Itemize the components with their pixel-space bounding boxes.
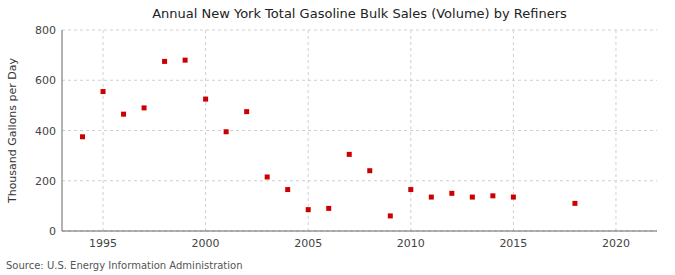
point xyxy=(408,187,413,192)
point xyxy=(449,191,454,196)
y-grid-line xyxy=(62,30,657,31)
point xyxy=(203,97,208,102)
x-grid-line xyxy=(103,30,104,231)
point xyxy=(183,58,188,63)
point xyxy=(429,195,434,200)
y-axis-line xyxy=(62,30,63,231)
point xyxy=(511,195,516,200)
points xyxy=(80,58,577,219)
point xyxy=(121,112,126,117)
y-tick-label: 0 xyxy=(49,225,56,238)
point xyxy=(572,201,577,206)
chart: 0 200 400 600 800 1995 2000 2005 2010 2015 2020 Ann… xyxy=(0,0,675,275)
x-grid-line xyxy=(205,30,206,231)
point xyxy=(265,174,270,179)
x-tick-label: 2000 xyxy=(192,237,220,250)
source-note: Source: U.S. Energy Information Administ… xyxy=(6,260,243,271)
point xyxy=(347,152,352,157)
x-tick-label: 2010 xyxy=(397,237,425,250)
point xyxy=(306,207,311,212)
y-tick-label: 800 xyxy=(35,24,56,37)
y-tick-label: 400 xyxy=(35,125,56,138)
point xyxy=(162,59,167,64)
x-grid-line xyxy=(308,30,309,231)
y-tick-label: 600 xyxy=(35,74,56,87)
y-axis-label: Thousand Gallons per Day xyxy=(6,57,19,204)
y-grid-line xyxy=(62,130,657,131)
x-tick-label: 2005 xyxy=(294,237,322,250)
point xyxy=(142,105,147,110)
point xyxy=(490,193,495,198)
point xyxy=(285,187,290,192)
y-grid-line xyxy=(62,180,657,181)
x-tick-label: 2015 xyxy=(499,237,527,250)
point xyxy=(80,134,85,139)
chart-container: 0 200 400 600 800 1995 2000 2005 2010 2015 2020 Ann… xyxy=(0,0,675,275)
point xyxy=(101,89,106,94)
x-grid-line xyxy=(615,30,616,231)
point xyxy=(367,168,372,173)
y-grid-line xyxy=(62,231,657,232)
x-grid-line xyxy=(513,30,514,231)
x-grid-line xyxy=(410,30,411,231)
point xyxy=(244,109,249,114)
y-tick-label: 200 xyxy=(35,175,56,188)
point xyxy=(224,129,229,134)
point xyxy=(326,206,331,211)
x-tick-label: 1995 xyxy=(89,237,117,250)
point xyxy=(388,213,393,218)
x-axis-line xyxy=(62,231,657,232)
point xyxy=(470,195,475,200)
grid xyxy=(62,30,657,231)
x-tick-label: 2020 xyxy=(602,237,630,250)
y-grid-line xyxy=(62,80,657,81)
title: Annual New York Total Gasoline Bulk Sale… xyxy=(152,6,567,21)
